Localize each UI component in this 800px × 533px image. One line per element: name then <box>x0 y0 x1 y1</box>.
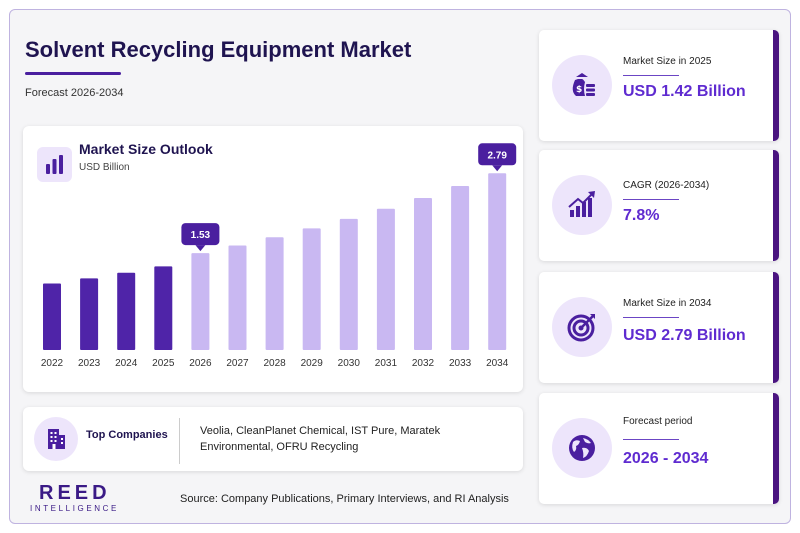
chart-unit: USD Billion <box>79 162 130 173</box>
kpi-label: Market Size in 2034 <box>623 298 712 309</box>
x-tick-label: 2023 <box>78 358 101 369</box>
kpi-accent <box>773 150 779 261</box>
kpi-divider <box>623 317 679 318</box>
x-tick-label: 2031 <box>375 358 398 369</box>
kpi-value: USD 1.42 Billion <box>623 83 746 100</box>
data-label: 2.79 <box>487 150 507 161</box>
bar-chart: 2022 2023 2024 2025 2026 1.53 2027 2028 2029 2030… <box>41 143 517 369</box>
title-underline <box>25 72 121 75</box>
kpi-divider <box>623 75 679 76</box>
data-callout-2034: 2.79 <box>478 143 517 172</box>
bar-2031 <box>376 208 395 350</box>
kpi-accent <box>773 30 779 141</box>
kpi-divider <box>623 439 679 440</box>
chart-title: Market Size Outlook <box>79 141 213 157</box>
x-tick-label: 2030 <box>338 358 361 369</box>
kpi-value: 2026 - 2034 <box>623 450 709 467</box>
building-icon <box>34 417 78 461</box>
bar-2032 <box>414 198 432 350</box>
kpi-accent <box>773 272 779 383</box>
data-callout-2026: 1.53 <box>181 223 220 252</box>
kpi-label: Market Size in 2025 <box>623 56 712 67</box>
kpi-label: Forecast period <box>623 416 693 427</box>
x-tick-label: 2034 <box>486 358 509 369</box>
x-tick-label: 2024 <box>115 358 138 369</box>
companies-list: Veolia, CleanPlanet Chemical, IST Pure, … <box>200 425 441 453</box>
companies-card <box>23 407 523 471</box>
svg-text:$: $ <box>576 85 582 95</box>
data-label: 1.53 <box>191 230 211 241</box>
bar-2026 <box>191 253 210 350</box>
bar-2034 <box>488 173 507 350</box>
companies-divider <box>179 418 180 464</box>
target-icon <box>552 297 612 357</box>
bar-2025 <box>154 266 173 350</box>
kpi-accent <box>773 393 779 504</box>
logo-reed: REED <box>39 482 111 504</box>
page-title: Solvent Recycling Equipment Market <box>25 37 412 62</box>
top-companies-label: Top Companies <box>86 429 168 441</box>
bar-2024 <box>117 272 136 350</box>
globe-icon <box>552 418 612 478</box>
x-tick-label: 2026 <box>189 358 212 369</box>
bar-2028 <box>265 237 284 350</box>
x-tick-label: 2027 <box>226 358 249 369</box>
page-subtitle: Forecast 2026-2034 <box>25 87 124 99</box>
kpi-value: USD 2.79 Billion <box>623 327 746 344</box>
x-tick-label: 2025 <box>152 358 175 369</box>
bar-2029 <box>302 228 321 350</box>
x-tick-label: 2022 <box>41 358 64 369</box>
x-tick-label: 2032 <box>412 358 435 369</box>
bar-2027 <box>228 245 247 350</box>
bar-2023 <box>80 278 99 350</box>
kpi-divider <box>623 199 679 200</box>
kpi-value: 7.8% <box>623 207 660 224</box>
kpi-label: CAGR (2026-2034) <box>623 180 710 191</box>
money-bag-icon: $ <box>552 55 612 115</box>
x-tick-label: 2029 <box>301 358 324 369</box>
bar-2022 <box>43 283 61 350</box>
x-tick-label: 2033 <box>449 358 472 369</box>
logo-intelligence: INTELLIGENCE <box>30 504 119 513</box>
bar-2033 <box>451 185 470 350</box>
source-note: Source: Company Publications, Primary In… <box>180 493 509 505</box>
growth-chart-icon <box>552 175 612 235</box>
x-tick-label: 2028 <box>263 358 286 369</box>
bar-chart-icon <box>37 147 72 182</box>
bar-2030 <box>339 218 358 350</box>
